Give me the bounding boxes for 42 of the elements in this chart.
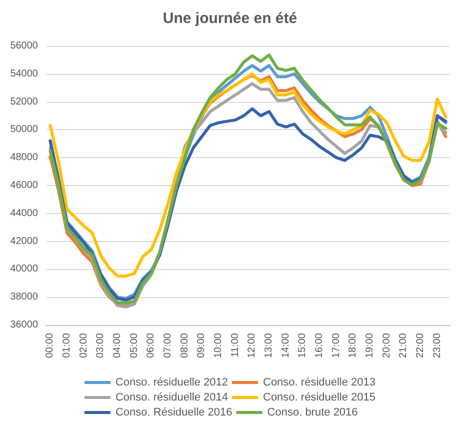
x-tick-label: 20:00	[381, 332, 392, 358]
y-tick-label: 52000	[10, 96, 38, 108]
y-tick-label: 50000	[10, 124, 38, 136]
y-tick-label: 38000	[10, 292, 38, 303]
x-tick-label: 04:00	[112, 332, 124, 358]
x-tick-label: 03:00	[95, 332, 106, 358]
x-tick-label: 09:00	[196, 332, 208, 358]
x-tick-label: 19:00	[364, 332, 376, 358]
x-tick-label: 22:00	[415, 332, 426, 358]
x-tick-label: 23:00	[432, 332, 443, 358]
x-tick-label: 21:00	[398, 332, 410, 358]
legend-label: Conso. Résiduelle 2016	[115, 406, 232, 418]
x-tick-label: 18:00	[348, 332, 359, 358]
x-tick-label: 15:00	[297, 332, 308, 358]
y-tick-label: 42000	[10, 236, 38, 247]
y-tick-label: 56000	[10, 40, 38, 52]
x-tick-label: 11:00	[230, 332, 241, 358]
y-tick-label: 40000	[10, 264, 38, 275]
y-tick-label: 36000	[10, 320, 38, 330]
y-tick-label: 44000	[10, 208, 38, 219]
y-tick-label: 46000	[10, 180, 38, 191]
x-tick-label: 10:00	[213, 332, 224, 358]
x-tick-label: 05:00	[128, 332, 140, 358]
legend-label: Conso. résiduelle 2014	[115, 392, 228, 404]
y-tick-label: 54000	[10, 68, 38, 80]
legend-label: Conso. résiduelle 2013	[263, 376, 376, 388]
x-tick-label: 08:00	[179, 332, 190, 358]
x-tick-label: 00:00	[44, 332, 56, 358]
legend-label: Conso. brute 2016	[267, 406, 358, 418]
x-tick-label: 06:00	[146, 332, 157, 358]
x-tick-label: 12:00	[246, 332, 258, 358]
x-tick-label: 16:00	[314, 332, 326, 358]
legend-label: Conso. résiduelle 2015	[263, 392, 376, 404]
x-tick-label: 14:00	[280, 332, 292, 358]
y-tick-label: 48000	[10, 152, 38, 164]
x-tick-label: 02:00	[78, 332, 90, 358]
x-tick-label: 01:00	[62, 332, 73, 358]
x-tick-label: 07:00	[162, 332, 174, 358]
chart-title: Une journée en été	[162, 10, 298, 27]
x-tick-label: 17:00	[330, 332, 342, 358]
x-tick-label: 13:00	[264, 332, 275, 358]
legend-label: Conso. résiduelle 2012	[115, 376, 228, 388]
